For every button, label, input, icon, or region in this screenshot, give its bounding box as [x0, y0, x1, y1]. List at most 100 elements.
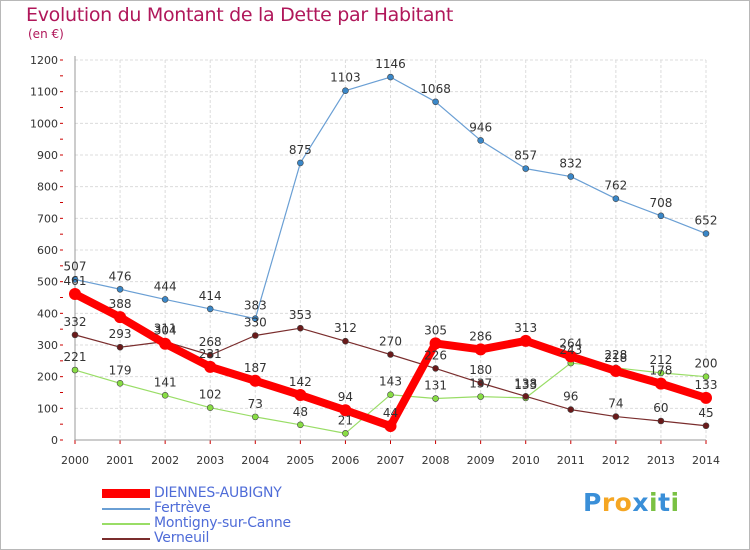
data-point: [251, 413, 259, 421]
data-label: 180: [469, 363, 492, 377]
data-label: 507: [64, 259, 87, 273]
logo-letter: i: [649, 488, 659, 517]
data-label: 74: [608, 397, 623, 411]
y-tick-label: 1100: [30, 86, 58, 99]
data-label: 218: [604, 351, 627, 365]
data-point: [251, 332, 259, 339]
data-point: [522, 165, 530, 172]
data-label: 228: [604, 348, 627, 362]
data-label: 708: [649, 196, 672, 210]
data-point: [294, 389, 307, 402]
data-point: [342, 430, 349, 437]
data-point: [519, 334, 532, 347]
logo-letter: P: [583, 488, 602, 517]
x-tick-label: 2001: [106, 454, 134, 467]
legend-label: Fertrève: [154, 500, 211, 516]
legend-label: Montigny-sur-Canne: [154, 515, 291, 531]
data-point: [71, 331, 79, 339]
y-tick-label: 100: [37, 402, 58, 415]
data-point: [612, 195, 620, 202]
x-tick-label: 2008: [422, 454, 450, 467]
data-label: 762: [604, 179, 627, 193]
legend-label: DIENNES-AUBIGNY: [154, 485, 282, 501]
data-point: [161, 296, 169, 303]
x-tick-label: 2003: [196, 454, 224, 467]
data-label: 1146: [375, 57, 406, 71]
data-label: 1068: [420, 82, 451, 96]
data-label: 652: [695, 214, 718, 228]
data-point: [114, 311, 127, 324]
data-label: 304: [154, 324, 177, 338]
data-point: [206, 351, 214, 359]
data-label: 138: [514, 376, 537, 390]
data-point: [700, 391, 712, 404]
data-label: 330: [244, 316, 267, 330]
data-point: [432, 365, 439, 372]
legend-swatch: [102, 489, 150, 498]
data-label: 414: [199, 289, 222, 303]
legend-swatch: [102, 538, 150, 540]
data-point: [702, 230, 710, 237]
data-label: 946: [469, 120, 492, 134]
data-point: [69, 288, 81, 301]
data-label: 388: [109, 297, 132, 311]
chart-title: Evolution du Montant de la Dette par Hab…: [26, 4, 454, 26]
data-label: 73: [248, 397, 263, 411]
y-tick-label: 700: [37, 212, 58, 225]
data-label: 178: [649, 364, 672, 378]
data-label: 48: [293, 405, 308, 419]
data-label: 857: [514, 149, 537, 163]
data-point: [384, 420, 397, 433]
x-tick-label: 2000: [61, 454, 89, 467]
data-point: [609, 364, 622, 377]
data-point: [161, 392, 169, 399]
data-label: 270: [379, 335, 402, 349]
data-label: 311: [154, 322, 177, 336]
data-label: 353: [289, 308, 312, 322]
data-point: [116, 343, 124, 351]
x-tick-label: 2014: [692, 454, 720, 467]
legend-swatch: [102, 508, 150, 510]
y-tick-label: 900: [37, 149, 58, 162]
x-tick-label: 2006: [331, 454, 359, 467]
x-tick-label: 2007: [377, 454, 405, 467]
data-point: [477, 137, 484, 144]
series-verneuil: [71, 324, 710, 430]
x-tick-label: 2013: [647, 454, 675, 467]
data-point: [567, 173, 575, 180]
data-label: 142: [289, 375, 312, 389]
y-tick-label: 200: [37, 371, 58, 384]
data-point: [249, 374, 262, 387]
y-tick-label: 400: [37, 307, 58, 320]
x-tick-label: 2012: [602, 454, 630, 467]
data-point: [387, 351, 394, 358]
data-point: [297, 421, 304, 429]
data-point: [654, 377, 667, 390]
data-point: [477, 379, 484, 387]
data-label: 293: [109, 327, 132, 341]
data-point: [567, 406, 575, 413]
data-point: [342, 337, 349, 345]
data-label: 133: [514, 378, 537, 392]
y-tick-label: 1200: [30, 54, 58, 67]
data-label: 305: [424, 323, 447, 337]
data-point: [564, 350, 577, 363]
data-label: 221: [64, 350, 87, 364]
data-point: [387, 391, 394, 399]
data-point: [657, 369, 665, 377]
x-tick-label: 2009: [467, 454, 495, 467]
x-tick-label: 2011: [557, 454, 585, 467]
data-label: 96: [563, 390, 578, 404]
data-point: [204, 360, 217, 373]
data-label: 133: [695, 378, 718, 392]
series-diennes-aubigny: [69, 288, 712, 433]
data-label: 137: [469, 377, 492, 391]
logo-letter: t: [658, 488, 671, 517]
data-point: [206, 404, 214, 412]
data-label: 231: [199, 347, 222, 361]
data-point: [387, 73, 394, 81]
proxiti-logo: Proxiti: [583, 488, 680, 517]
data-label: 131: [424, 379, 447, 393]
x-tick-label: 2005: [286, 454, 314, 467]
